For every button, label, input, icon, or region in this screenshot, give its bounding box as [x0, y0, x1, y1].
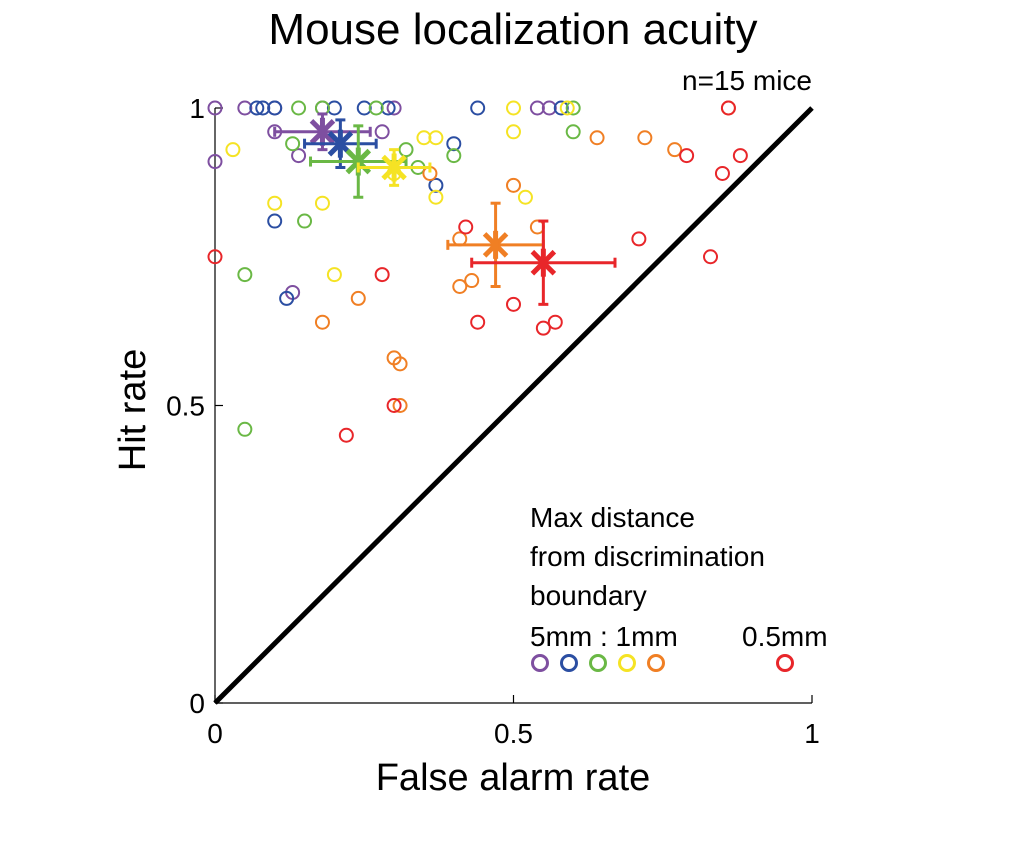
- legend-group-label-1: 5mm : 1mm: [530, 621, 678, 652]
- data-point: [559, 100, 575, 116]
- data-point: [267, 213, 283, 229]
- data-point: [547, 314, 563, 330]
- legend-marker: [618, 654, 636, 672]
- data-point: [386, 100, 402, 116]
- data-point: [637, 130, 653, 146]
- data-point: [314, 314, 330, 330]
- data-point: [267, 100, 283, 116]
- data-point: [428, 130, 444, 146]
- data-point: [291, 100, 307, 116]
- legend: Max distance from discrimination boundar…: [530, 502, 828, 672]
- data-point: [428, 177, 444, 193]
- data-point: [732, 148, 748, 164]
- data-point: [446, 148, 462, 164]
- data-point: [470, 314, 486, 330]
- data-point: [326, 100, 342, 116]
- data-point: [553, 100, 569, 116]
- data-point: [350, 290, 366, 306]
- legend-marker: [776, 654, 794, 672]
- data-point: [368, 100, 384, 116]
- y-axis-ticks: 00.51: [166, 93, 223, 719]
- legend-marker: [531, 654, 549, 672]
- data-point: [207, 154, 223, 170]
- data-point: [720, 100, 736, 116]
- data-point: [314, 195, 330, 211]
- data-point: [297, 213, 313, 229]
- data-points: [207, 100, 748, 443]
- data-point: [207, 249, 223, 265]
- data-point: [374, 267, 390, 283]
- chart-annotation: n=15 mice: [682, 65, 812, 96]
- x-tick-label: 0: [207, 718, 223, 749]
- legend-title-line-2: from discrimination: [530, 541, 765, 572]
- legend-marker: [589, 654, 607, 672]
- data-point: [703, 249, 719, 265]
- diagonal-reference-line: [213, 106, 814, 705]
- data-point: [392, 356, 408, 372]
- legend-marker: [560, 654, 578, 672]
- data-point: [446, 136, 462, 152]
- legend-group-label-2: 0.5mm: [742, 621, 828, 652]
- y-tick-label: 1: [189, 93, 205, 124]
- data-point: [237, 267, 253, 283]
- data-point: [356, 100, 372, 116]
- data-point: [714, 165, 730, 181]
- x-axis-ticks: 0 0.5 1: [207, 695, 820, 749]
- data-point: [470, 100, 486, 116]
- legend-title-line-1: Max distance: [530, 502, 695, 533]
- data-point: [535, 320, 551, 336]
- data-point: [667, 142, 683, 158]
- data-point: [225, 142, 241, 158]
- y-tick-label: 0.5: [166, 391, 205, 422]
- data-point: [392, 398, 408, 413]
- x-tick-label: 0.5: [494, 718, 533, 749]
- y-axis-label: Hit rate: [112, 349, 154, 471]
- data-point: [506, 124, 521, 140]
- data-point: [398, 142, 414, 158]
- data-point: [565, 100, 581, 116]
- legend-marker: [647, 654, 665, 672]
- data-point: [291, 148, 307, 164]
- x-axis-label: False alarm rate: [376, 757, 651, 799]
- data-point: [631, 231, 647, 247]
- data-point: [237, 421, 253, 437]
- legend-markers: [531, 654, 794, 672]
- legend-title-line-3: boundary: [530, 580, 647, 611]
- data-point: [416, 130, 432, 146]
- data-point: [386, 398, 402, 413]
- mean-markers: [273, 112, 617, 306]
- data-point: [338, 427, 354, 443]
- data-point: [506, 296, 521, 312]
- data-point: [428, 189, 444, 205]
- data-point: [380, 100, 396, 116]
- data-point: [541, 100, 557, 116]
- data-point: [285, 136, 301, 152]
- x-tick-label: 1: [804, 718, 820, 749]
- data-point: [517, 189, 533, 205]
- data-point: [249, 100, 265, 116]
- data-point: [529, 100, 545, 116]
- data-point: [279, 290, 295, 306]
- data-point: [565, 124, 581, 140]
- data-point: [452, 279, 468, 294]
- y-tick-label: 0: [189, 688, 205, 719]
- data-point: [506, 100, 521, 116]
- data-point: [374, 124, 390, 140]
- data-point: [679, 148, 695, 164]
- data-point: [326, 267, 342, 283]
- data-point: [506, 177, 521, 193]
- data-point: [237, 100, 253, 116]
- data-point: [464, 273, 480, 289]
- data-point: [267, 195, 283, 211]
- data-point: [589, 130, 605, 146]
- chart-title: Mouse localization acuity: [268, 5, 757, 54]
- data-point: [458, 219, 474, 235]
- data-point: [207, 100, 223, 116]
- data-point: [255, 100, 271, 116]
